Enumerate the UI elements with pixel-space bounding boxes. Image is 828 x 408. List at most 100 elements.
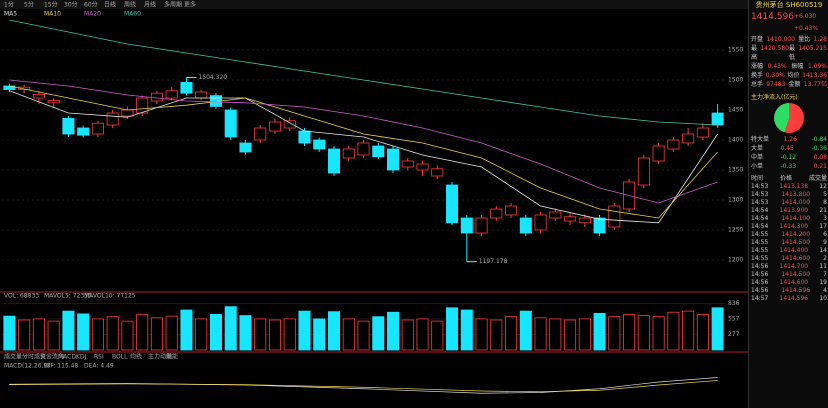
macd-title: DEA: 4.49 bbox=[84, 363, 114, 370]
volume-bar bbox=[372, 316, 385, 351]
indicator-tab: 量能 bbox=[166, 353, 178, 361]
volume-bar bbox=[401, 319, 414, 351]
volume-bar bbox=[608, 316, 621, 351]
candle-body bbox=[637, 157, 650, 186]
candle-body bbox=[401, 160, 414, 168]
trade-cell: 10 bbox=[819, 295, 827, 302]
volume-bar bbox=[637, 315, 650, 351]
volume-bar bbox=[475, 318, 488, 351]
y-tick-label: 1400 bbox=[728, 137, 743, 144]
trade-cell: 3 bbox=[823, 215, 827, 222]
candle-body bbox=[283, 120, 296, 129]
flow-cell: 中单 bbox=[751, 154, 764, 161]
volume-bar bbox=[106, 316, 119, 351]
volume-bar bbox=[519, 310, 532, 351]
chart: 1分 5分 15分 30分 60分 日线 周线 月线 多周期 更多 MA5 MA10 MA20 MA60 1… bbox=[0, 0, 748, 394]
candle-body bbox=[32, 94, 45, 99]
ma-line bbox=[9, 85, 718, 219]
volume-bar bbox=[652, 316, 665, 351]
candle-body bbox=[416, 163, 429, 171]
candle-body bbox=[313, 139, 326, 150]
trade-cell: 1414.596 bbox=[781, 287, 811, 294]
trade-cell: 1414.600 bbox=[779, 279, 809, 286]
candle-body bbox=[298, 130, 311, 144]
trade-cell: 14:54 bbox=[751, 223, 769, 230]
field: 1405.215 bbox=[798, 45, 827, 52]
field: 涨幅 bbox=[751, 63, 764, 70]
field: 1420.580 bbox=[760, 45, 789, 52]
field-row: 总手 97483 金额 13.77亿 bbox=[749, 80, 828, 89]
volume-bar bbox=[313, 318, 326, 351]
tool-tab: 周线 bbox=[124, 1, 136, 9]
field-row: 涨幅 0.43% 振幅 1.09% bbox=[749, 62, 828, 71]
flow-row: 中单 -0.12 0.08 bbox=[749, 153, 828, 162]
field: 0.43% bbox=[767, 63, 787, 70]
candle-body bbox=[342, 148, 355, 159]
volume-bar bbox=[47, 320, 60, 351]
trade-cell: 14:57 bbox=[751, 295, 769, 302]
volume-bar bbox=[165, 315, 178, 351]
volume-bar bbox=[18, 319, 31, 351]
trade-cell: 14:55 bbox=[751, 231, 769, 238]
flow-title: 主力净流入(亿元) bbox=[751, 94, 798, 101]
trade-row: 14:53 1413.800 5 bbox=[749, 191, 828, 199]
volume-bar bbox=[682, 310, 695, 351]
candle-body bbox=[505, 205, 518, 216]
legend-entry: MA60 bbox=[124, 11, 141, 18]
volume-bar bbox=[549, 318, 562, 351]
v-tick-label: 836 bbox=[728, 300, 740, 307]
trade-cell: 7 bbox=[823, 271, 827, 278]
toolbar bbox=[0, 0, 748, 9]
trade-cell: 14:53 bbox=[751, 183, 769, 190]
volume-bar bbox=[623, 314, 636, 351]
indicator-tab: RSI bbox=[94, 354, 104, 361]
indicator-tab: 分时成交 bbox=[22, 353, 46, 361]
volume-bar bbox=[711, 307, 724, 351]
field: 最低 bbox=[789, 45, 796, 61]
quote-panel: 贵州茅台 SH600519 1414.596 +6.030 +0.43% 开盘 14… bbox=[748, 0, 828, 408]
volume-bar bbox=[195, 318, 208, 351]
candle-body bbox=[165, 90, 178, 99]
tool-tab: 日线 bbox=[104, 1, 116, 9]
trade-row: 14:54 1414.100 3 bbox=[749, 215, 828, 223]
volume-bar bbox=[180, 309, 193, 351]
volume-bar bbox=[357, 320, 370, 351]
field: 13.77亿 bbox=[803, 81, 827, 88]
change: +6.030 bbox=[793, 13, 817, 20]
volume-bar bbox=[224, 306, 237, 351]
field: 金额 bbox=[788, 81, 801, 88]
field-row: 开盘 1410.000 量比 1.28 bbox=[749, 35, 828, 44]
candle-body bbox=[77, 127, 90, 136]
trade-cell: 1414.500 bbox=[781, 271, 811, 278]
flow-row: 小单 -0.33 0.21 bbox=[749, 162, 828, 171]
tool-tab: 月线 bbox=[144, 1, 156, 9]
candle-body bbox=[387, 148, 400, 171]
volume-bar bbox=[3, 315, 16, 351]
indicator-tab: KDJ bbox=[76, 354, 87, 361]
legend-entry: MA10 bbox=[44, 11, 61, 18]
candle-body bbox=[136, 97, 149, 114]
fields: 开盘 1410.000 量比 1.28 最高 1420.580 最低 1405.215 涨幅 0.… bbox=[749, 35, 828, 89]
candle-body bbox=[431, 168, 444, 177]
extreme-label: 1504.320 bbox=[198, 74, 227, 81]
tool-tab: 多周期 bbox=[164, 1, 182, 9]
field: 量比 bbox=[798, 36, 811, 43]
trade-row: 14:55 1414.500 9 bbox=[749, 239, 828, 247]
trade-cell: 1414.596 bbox=[779, 295, 809, 302]
trade-cell: 1414.000 bbox=[781, 199, 811, 206]
tool-tab: 15分 bbox=[44, 1, 58, 9]
trade-cell: 1414.400 bbox=[779, 247, 809, 254]
trade-row: 14:56 1414.700 11 bbox=[749, 263, 828, 271]
volume-bar bbox=[283, 318, 296, 351]
volume-bar bbox=[77, 313, 90, 351]
legend-entry: MA20 bbox=[84, 11, 101, 18]
candle-body bbox=[519, 217, 532, 234]
trade-cell: 14:55 bbox=[751, 239, 769, 246]
flow-cell: -0.12 bbox=[780, 154, 797, 161]
trade-cell: 1413.900 bbox=[779, 207, 809, 214]
volume-bar bbox=[431, 320, 444, 351]
field-row: 换手 0.30% 均价 1413.36 bbox=[749, 71, 828, 80]
field: 1.28 bbox=[813, 36, 827, 43]
trade-row: 14:57 1414.596 10 bbox=[749, 295, 828, 303]
flow-cell: 1.26 bbox=[783, 136, 797, 143]
